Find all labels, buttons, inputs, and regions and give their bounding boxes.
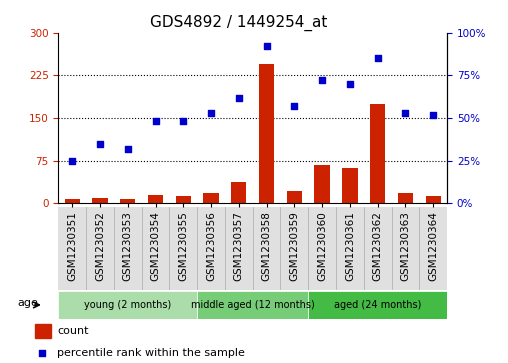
Text: aged (24 months): aged (24 months)	[334, 300, 421, 310]
Bar	[398, 193, 413, 203]
Bar	[231, 182, 246, 203]
Point	[318, 78, 326, 83]
Text: GDS4892 / 1449254_at: GDS4892 / 1449254_at	[150, 15, 328, 31]
Text: percentile rank within the sample: percentile rank within the sample	[57, 348, 245, 358]
Point	[290, 103, 298, 109]
Bar	[287, 191, 302, 203]
Text: GSM1230359: GSM1230359	[290, 211, 299, 281]
Bar	[259, 64, 274, 203]
Text: GSM1230353: GSM1230353	[123, 211, 133, 281]
Text: GSM1230355: GSM1230355	[178, 211, 188, 281]
Bar	[314, 164, 330, 203]
Text: GSM1230352: GSM1230352	[95, 211, 105, 281]
Point	[151, 118, 160, 124]
Point	[207, 110, 215, 116]
Point	[179, 118, 187, 124]
Text: GSM1230364: GSM1230364	[428, 211, 438, 281]
Text: GSM1230363: GSM1230363	[400, 211, 410, 281]
Point	[38, 351, 46, 356]
Text: GSM1230362: GSM1230362	[373, 211, 383, 281]
Point	[401, 110, 409, 116]
Point	[346, 81, 354, 87]
Bar	[65, 199, 80, 203]
Bar	[342, 168, 358, 203]
Point	[124, 146, 132, 152]
Text: age: age	[17, 298, 39, 309]
Bar	[92, 197, 108, 203]
Point	[235, 95, 243, 101]
Bar	[58, 291, 197, 319]
Text: middle aged (12 months): middle aged (12 months)	[191, 300, 314, 310]
Text: GSM1230361: GSM1230361	[345, 211, 355, 281]
Text: GSM1230358: GSM1230358	[262, 211, 272, 281]
Text: GSM1230351: GSM1230351	[67, 211, 77, 281]
Bar	[197, 291, 308, 319]
Bar	[370, 104, 385, 203]
Text: young (2 months): young (2 months)	[84, 300, 171, 310]
Bar	[120, 199, 136, 203]
Text: GSM1230357: GSM1230357	[234, 211, 244, 281]
Text: count: count	[57, 326, 89, 336]
Text: GSM1230356: GSM1230356	[206, 211, 216, 281]
Point	[373, 55, 382, 61]
Text: GSM1230360: GSM1230360	[317, 211, 327, 281]
Bar	[176, 196, 191, 203]
Point	[263, 44, 271, 49]
Point	[96, 141, 104, 147]
Point	[68, 158, 76, 163]
Bar	[204, 193, 219, 203]
Text: GSM1230354: GSM1230354	[150, 211, 161, 281]
Bar	[148, 195, 163, 203]
Bar	[426, 196, 441, 203]
Bar	[35, 324, 51, 338]
Point	[429, 112, 437, 118]
Bar	[308, 291, 447, 319]
